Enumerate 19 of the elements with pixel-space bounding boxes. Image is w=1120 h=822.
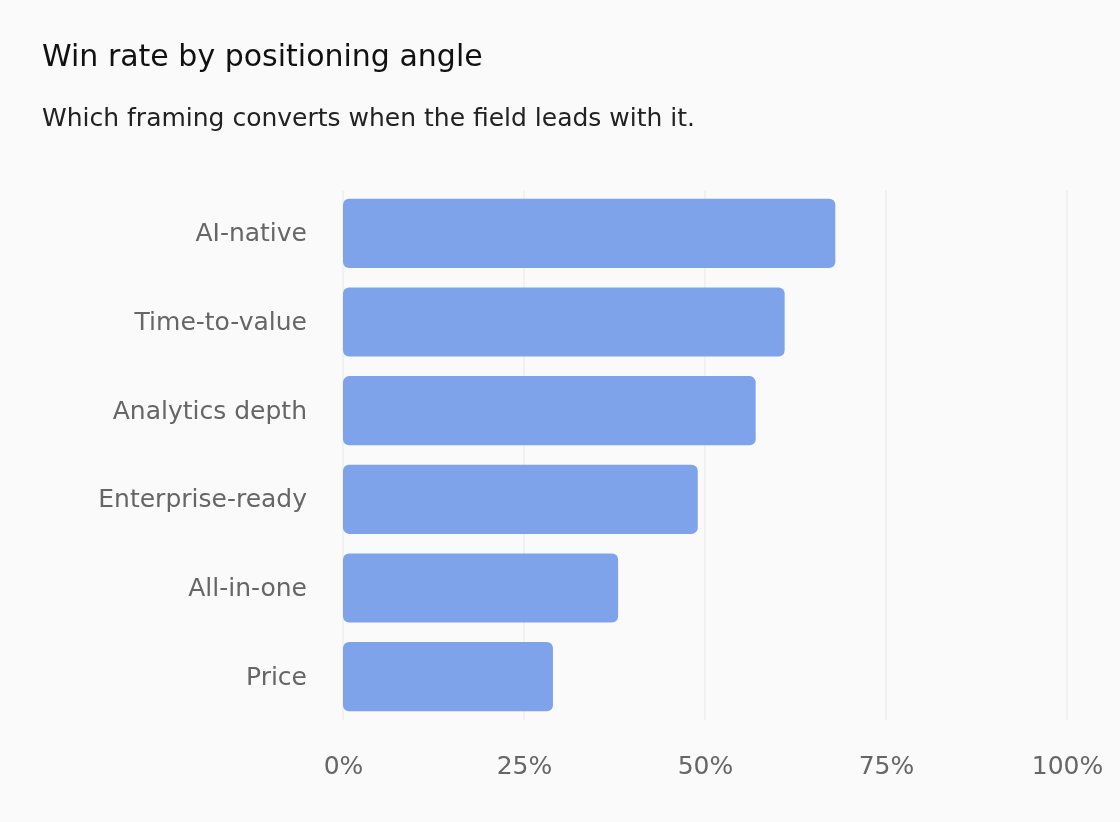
y-tick-label: Enterprise-ready	[98, 484, 308, 514]
y-tick-label: Time-to-value	[133, 307, 307, 337]
bar	[343, 464, 698, 534]
x-tick-label: 100%	[1031, 750, 1104, 780]
bar	[343, 553, 619, 623]
x-tick-label: 75%	[858, 750, 915, 780]
y-tick-label: All-in-one	[188, 572, 307, 602]
x-tick-label: 50%	[677, 750, 734, 780]
chart-subtitle: Which framing converts when the field leads with it.	[42, 103, 696, 132]
y-tick-label: AI-native	[195, 218, 307, 248]
bar	[343, 198, 836, 268]
bar	[343, 376, 756, 446]
chart-title: Win rate by positioning angle	[42, 38, 483, 73]
x-tick-label: 25%	[496, 750, 553, 780]
y-tick-label: Analytics depth	[112, 395, 307, 425]
bar	[343, 287, 785, 357]
y-tick-label: Price	[246, 661, 307, 691]
x-tick-label: 0%	[323, 750, 364, 780]
bar	[343, 642, 553, 712]
